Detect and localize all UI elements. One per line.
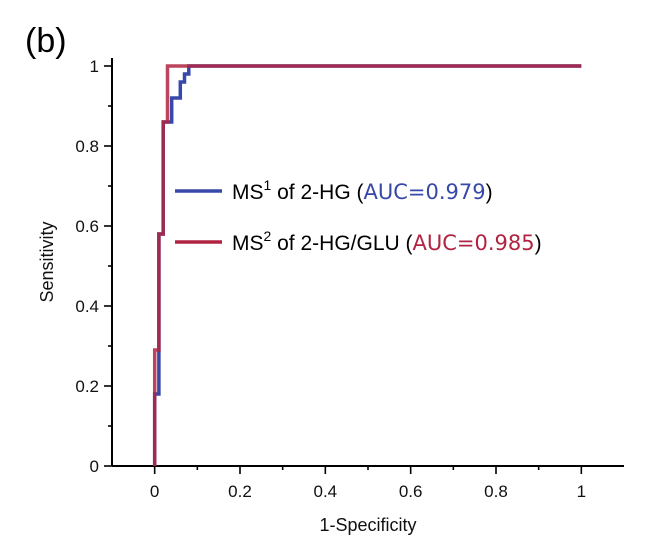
x-tick-label: 0 (150, 482, 159, 501)
x-tick-label: 0.2 (228, 482, 252, 501)
x-tick-label: 0.6 (399, 482, 423, 501)
ticks (104, 65, 583, 474)
panel-label: (b) (25, 22, 67, 60)
x-tick-label: 1 (577, 482, 586, 501)
tick-labels: 0 0.2 0.4 0.6 0.8 1 0 0.2 0.4 0.6 0.8 1 (75, 57, 586, 501)
x-tick-label: 0.4 (314, 482, 338, 501)
roc-curve-series-2 (152, 64, 582, 466)
series-group (152, 64, 582, 466)
x-axis-label: 1-Specificity (319, 515, 416, 535)
y-tick-label: 0.8 (75, 137, 99, 156)
y-axis-label: Sensitivity (37, 221, 57, 302)
legend: MS1 of 2-HG (AUC=0.979) MS2 of 2-HG/GLU … (175, 177, 542, 255)
y-tick-label: 0.2 (75, 377, 99, 396)
y-tick-label: 0.4 (75, 297, 99, 316)
legend-label-ms1: MS1 of 2-HG (AUC=0.979) (232, 177, 493, 204)
axes (111, 58, 624, 467)
y-tick-label: 0.6 (75, 217, 99, 236)
roc-curve-series-1 (152, 64, 582, 466)
x-tick-label: 0.8 (484, 482, 508, 501)
y-tick-label: 0 (90, 457, 99, 476)
y-tick-label: 1 (90, 57, 99, 76)
legend-label-ms2: MS2 of 2-HG/GLU (AUC=0.985) (232, 228, 542, 255)
